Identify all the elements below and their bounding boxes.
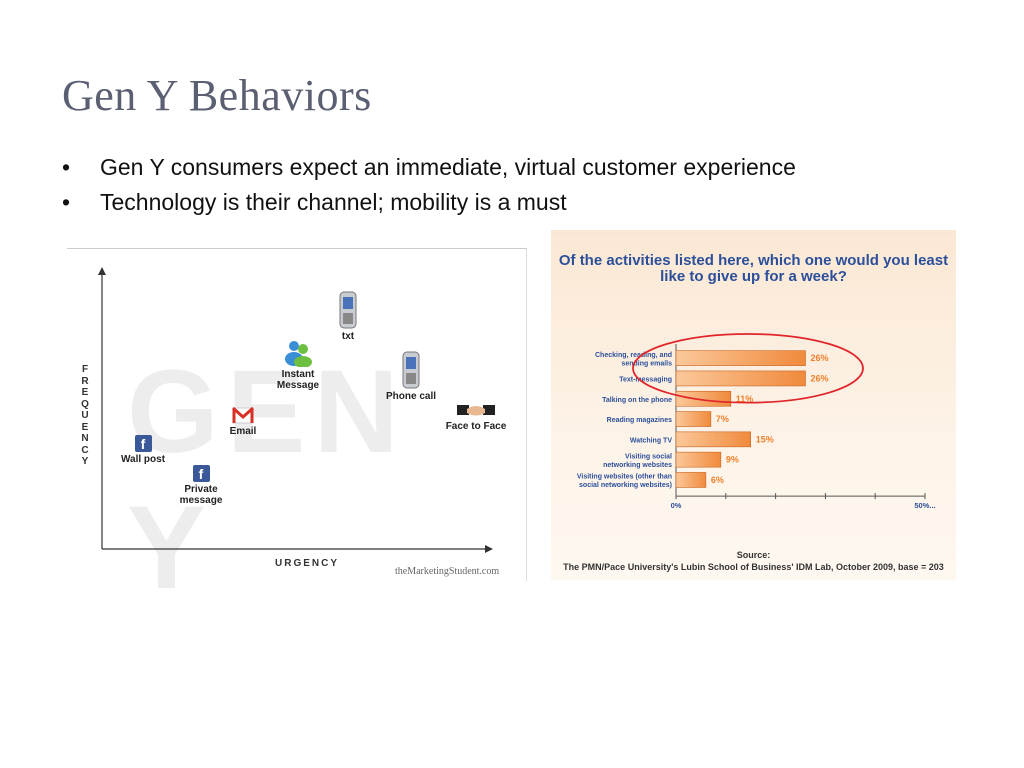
node-private-message: f Private message [171, 465, 231, 506]
node-label: Wall post [120, 454, 166, 465]
chart-bar [675, 370, 806, 387]
x-tick-label: 50%... [914, 501, 935, 510]
node-label: Instant [281, 369, 315, 380]
node-label: Private [184, 484, 218, 495]
y-axis-label: FREQUENCY [81, 364, 89, 467]
bar-value-label: 15% [756, 434, 774, 444]
node-label: Message [276, 380, 320, 391]
category-label: social networking websites) [579, 482, 672, 489]
bar-value-label: 26% [810, 373, 828, 383]
category-label: Talking on the phone [602, 397, 672, 404]
node-txt: txt [333, 291, 363, 342]
bullet-item: • Gen Y consumers expect an immediate, vi… [62, 150, 796, 185]
chart-bar [675, 472, 707, 488]
diagram-axes [98, 267, 493, 553]
bar-value-label: 9% [726, 455, 739, 465]
x-axis-label: URGENCY [275, 558, 340, 569]
category-label: Text-messaging [619, 376, 672, 383]
node-label: Email [229, 426, 257, 437]
category-label: Checking, reading, and [595, 352, 672, 359]
bullet-item: • Technology is their channel; mobility i… [62, 185, 796, 220]
category-label: sending emails [621, 360, 672, 367]
category-label: networking websites [603, 462, 672, 469]
bar-value-label: 7% [716, 414, 729, 424]
bullet-text: Gen Y consumers expect an immediate, vir… [100, 154, 796, 180]
category-label: Watching TV [630, 437, 672, 444]
chart-bar [675, 350, 806, 366]
facebook-icon: f [134, 435, 152, 452]
category-label: Reading magazines [607, 417, 672, 424]
bar-value-label: 6% [711, 475, 724, 485]
bullet-glyph: • [62, 189, 71, 215]
node-label: txt [341, 331, 355, 342]
source-label: Source: [736, 550, 771, 560]
credit-text: theMarketingStudent.com [395, 566, 500, 577]
node-label: Face to Face [445, 421, 507, 432]
chart-bar [675, 451, 722, 468]
node-label: message [179, 495, 223, 506]
mobile-phone-icon [402, 351, 420, 389]
handshake-icon [457, 405, 495, 416]
source-text: The PMN/Pace University's Lubin School o… [563, 562, 944, 572]
chart-bar [675, 431, 751, 448]
bar-value-label: 26% [810, 353, 828, 363]
node-email: Email [223, 407, 263, 437]
category-label: Visiting websites (other than [577, 474, 672, 481]
bullet-glyph: • [62, 154, 71, 180]
category-label: Visiting social [625, 453, 672, 460]
facebook-icon: f [192, 465, 210, 482]
bullet-list: • Gen Y consumers expect an immediate, vi… [62, 150, 796, 220]
bar-value-label: 11% [736, 394, 754, 404]
slide-title: Gen Y Behaviors [62, 71, 372, 120]
mobile-phone-icon [339, 291, 357, 329]
gmail-icon [232, 407, 254, 424]
node-label: Phone call [385, 391, 436, 402]
chart-title: Of the activities listed here, which one… [558, 252, 949, 285]
x-axis-arrow [485, 545, 493, 553]
bullet-text: Technology is their channel; mobility is… [100, 189, 567, 215]
chart-bar [675, 411, 712, 427]
highlight-ring [632, 333, 864, 404]
survey-bar-chart: Of the activities listed here, which one… [551, 230, 956, 580]
node-face-to-face: Face to Face [439, 401, 513, 432]
gen-y-channel-diagram: GEN Y FREQUENCY URGENCY theMarketingStud… [67, 248, 527, 614]
chart-bar [675, 390, 732, 407]
chart-plot: 0% 50%... 26% Checking, reading, andsending… [577, 333, 936, 510]
x-tick-label: 0% [671, 501, 682, 510]
node-instant-message: Instant Message [267, 339, 329, 391]
watermark-text: GEN Y [127, 346, 407, 614]
node-phone-call: Phone call [379, 351, 443, 402]
y-axis-arrow [98, 267, 106, 275]
node-wall-post: f Wall post [115, 435, 171, 465]
messenger-icon [285, 341, 312, 367]
